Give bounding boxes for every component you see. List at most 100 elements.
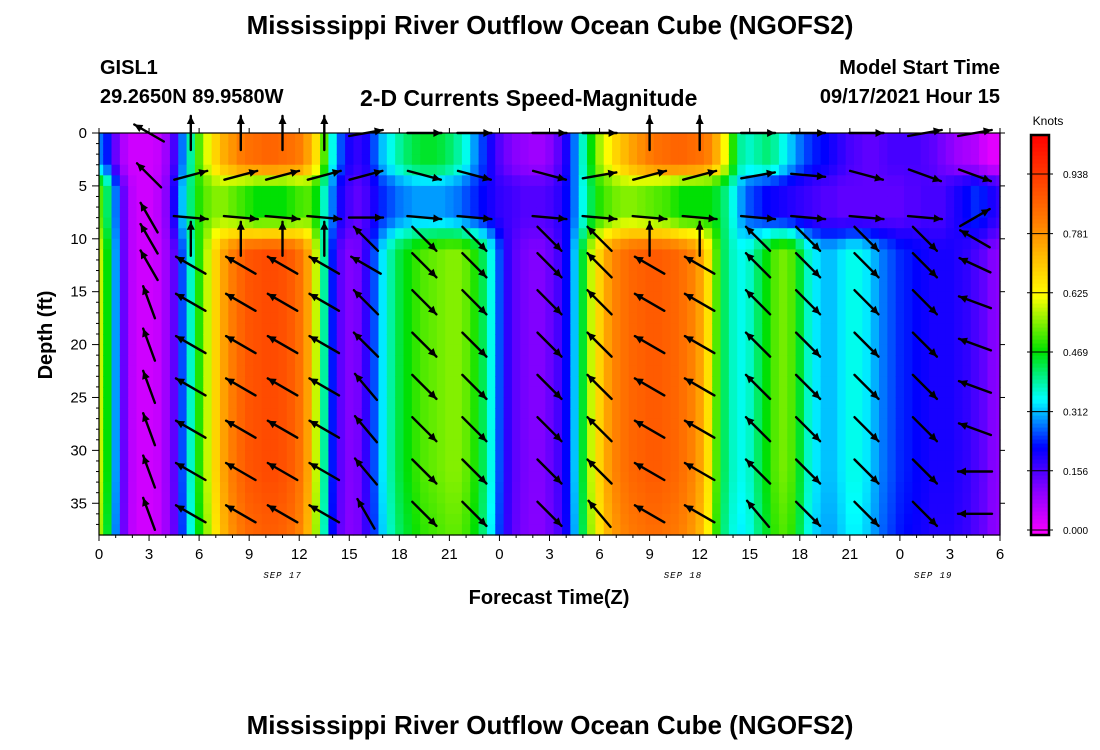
heatmap-cell <box>587 281 596 293</box>
heatmap-cell <box>720 312 730 325</box>
heatmap-cell <box>937 302 947 314</box>
heatmap-cell <box>520 270 530 282</box>
heatmap-cell <box>520 334 530 346</box>
heatmap-cell <box>186 492 196 504</box>
heatmap-cell <box>186 281 196 293</box>
heatmap-cell <box>595 312 605 325</box>
heatmap-cell <box>286 460 296 473</box>
heatmap-cell <box>270 429 279 441</box>
colorbar-segment <box>1031 379 1049 384</box>
heatmap-cell <box>311 259 321 272</box>
heatmap-cell <box>962 270 972 282</box>
current-vector <box>745 499 771 529</box>
heatmap-cell <box>428 281 438 293</box>
heatmap-cell <box>862 207 872 219</box>
heatmap-cell <box>119 281 129 293</box>
heatmap-cell <box>737 291 747 303</box>
heatmap-cell <box>203 291 213 303</box>
heatmap-cell <box>503 386 513 399</box>
heatmap-cell <box>395 323 405 335</box>
heatmap-cell <box>186 408 196 420</box>
heatmap-cell <box>703 143 713 155</box>
heatmap-cell <box>470 175 480 187</box>
current-vector <box>266 292 299 312</box>
heatmap-cell <box>119 207 129 219</box>
heatmap-cell <box>828 238 838 250</box>
heatmap-cell <box>678 365 688 377</box>
heatmap-cell <box>503 397 513 409</box>
heatmap-cell <box>528 185 538 198</box>
heatmap-cell <box>511 513 521 526</box>
heatmap-cell <box>111 323 121 335</box>
heatmap-cell <box>720 418 730 430</box>
heatmap-cell <box>161 228 171 240</box>
heatmap-cell <box>503 376 513 388</box>
heatmap-cell <box>945 196 955 208</box>
heatmap-cell <box>236 460 246 473</box>
heatmap-cell <box>286 185 296 198</box>
heatmap-cell <box>470 154 480 166</box>
heatmap-cell <box>745 143 755 155</box>
heatmap-cell <box>879 418 888 430</box>
heatmap-cell <box>745 492 755 504</box>
heatmap-cell <box>520 217 530 229</box>
current-vector <box>683 419 716 439</box>
heatmap-cell <box>687 439 697 451</box>
heatmap-cell <box>111 291 121 303</box>
heatmap-cell <box>286 397 296 409</box>
heatmap-cell <box>653 196 663 208</box>
heatmap-cell <box>336 355 346 367</box>
heatmap-cell <box>570 482 580 494</box>
heatmap-cell <box>712 418 722 430</box>
heatmap-cell <box>920 503 930 515</box>
heatmap-cell <box>328 365 338 377</box>
heatmap-cell <box>870 365 880 377</box>
heatmap-cell <box>895 185 905 198</box>
heatmap-cell <box>562 238 571 250</box>
heatmap-cell <box>678 334 688 346</box>
heatmap-cell <box>787 344 797 356</box>
heatmap-cell <box>103 291 113 303</box>
heatmap-cell <box>386 450 396 462</box>
heatmap-cell <box>837 418 847 430</box>
heatmap-cell <box>770 249 780 261</box>
heatmap-cell <box>194 439 204 451</box>
heatmap-cell <box>303 281 313 293</box>
heatmap-cell <box>620 492 630 504</box>
heatmap-cell <box>987 376 997 388</box>
heatmap-cell <box>945 376 955 388</box>
heatmap-cell <box>353 365 363 377</box>
heatmap-cell <box>545 217 555 229</box>
heatmap-cell <box>186 503 196 515</box>
heatmap-cell <box>486 355 496 367</box>
heatmap-cell <box>286 482 296 494</box>
heatmap-cell <box>219 439 229 451</box>
heatmap-cell <box>144 503 154 515</box>
heatmap-cell <box>578 503 588 515</box>
heatmap-cell <box>219 334 229 346</box>
heatmap-cell <box>737 450 747 462</box>
heatmap-cell <box>720 228 730 240</box>
heatmap-cell <box>778 386 788 399</box>
heatmap-cell <box>962 154 972 166</box>
heatmap-cell <box>119 228 129 240</box>
heatmap-cell <box>945 143 955 155</box>
heatmap-cell <box>995 291 1001 303</box>
heatmap-cell <box>478 207 488 219</box>
heatmap-cell <box>720 334 730 346</box>
heatmap-cell <box>712 217 722 229</box>
heatmap-cell <box>678 217 688 229</box>
current-vector <box>320 220 329 258</box>
heatmap-cell <box>478 312 488 325</box>
heatmap-cell <box>236 471 246 483</box>
heatmap-cell <box>762 482 772 494</box>
heatmap-cell <box>203 460 213 473</box>
heatmap-cell <box>203 259 213 272</box>
heatmap-cell <box>328 460 338 473</box>
heatmap-cell <box>887 344 897 356</box>
heatmap-cell <box>128 492 138 504</box>
heatmap-cell <box>370 376 380 388</box>
heatmap-cell <box>695 154 705 166</box>
heatmap-cell <box>945 355 955 367</box>
